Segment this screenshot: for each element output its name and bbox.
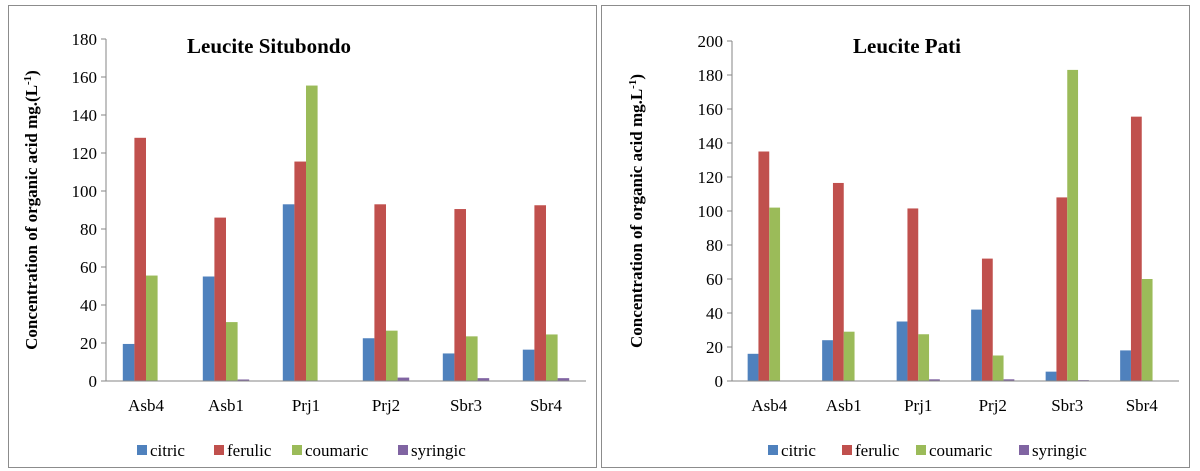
bar-ferulic-asb4	[134, 137, 146, 381]
legend-label-coumaric: coumaric	[929, 441, 993, 460]
bar-coumaric-sbr3	[1067, 69, 1079, 382]
legend-swatch-ferulic	[842, 445, 852, 455]
y-tick-label: 60	[80, 258, 97, 277]
y-tick-label: 80	[80, 220, 97, 239]
bar-citric-sbr4	[1120, 350, 1131, 381]
x-tick-label: Asb4	[128, 396, 164, 415]
chart-situbondo: 0 20 40 60 80 100 120 140 160 180 Asb4 Asb1 Prj1 Prj2…	[22, 30, 586, 460]
bar-coumaric-asb4	[146, 275, 158, 381]
y-tick-label: 120	[72, 144, 98, 163]
legend-swatch-ferulic	[214, 445, 224, 455]
bar-citric-prj2	[362, 338, 375, 381]
y-tick-label: 80	[706, 236, 723, 255]
bar-ferulic-sbr3	[1056, 197, 1068, 381]
y-axis-label: Concentration of organic acid mg.(L-1)	[22, 70, 41, 350]
bar-coumaric-sbr3	[466, 336, 478, 381]
y-axis-label: Concentration of organic acid mg.L-1)	[627, 74, 646, 348]
y-tick-label: 180	[72, 30, 98, 49]
legend-label-ferulic: ferulic	[855, 441, 900, 460]
y-tick-label: 40	[80, 296, 97, 315]
legend-swatch-coumaric	[916, 445, 926, 455]
x-tick-label: Asb1	[208, 396, 244, 415]
legend-swatch-citric	[137, 445, 147, 455]
bar-syringic-asb1	[237, 379, 250, 381]
bar-syringic-sbr3	[477, 378, 490, 381]
x-tick-label: Sbr4	[1126, 396, 1159, 415]
bar-syringic-prj1	[929, 379, 940, 381]
x-tick-label: Prj2	[979, 396, 1007, 415]
bar-coumaric-sbr4	[1141, 279, 1153, 381]
y-tick-label: 0	[715, 372, 724, 391]
chart-pati: 0 20 40 60 80 100 120 140 160 180 200 Asb4 Asb1 Prj1 P…	[627, 32, 1179, 460]
bar-citric-prj1	[282, 204, 295, 381]
bar-ferulic-prj1	[294, 161, 306, 381]
legend-swatch-syringic	[1019, 445, 1029, 455]
chart-title: Leucite Pati	[853, 34, 961, 58]
bar-coumaric-sbr4	[546, 334, 558, 381]
y-tick-label: 140	[698, 134, 724, 153]
bar-coumaric-prj1	[918, 334, 930, 381]
y-tick-label: 160	[698, 100, 724, 119]
x-tick-label: Prj2	[372, 396, 400, 415]
bar-citric-asb1	[202, 276, 215, 381]
bar-coumaric-prj2	[386, 330, 398, 381]
bar-citric-sbr3	[1045, 371, 1057, 381]
bar-coumaric-prj1	[306, 85, 318, 382]
x-tick-label: Prj1	[292, 396, 320, 415]
bar-ferulic-prj1	[907, 208, 919, 381]
bar-ferulic-prj2	[981, 258, 993, 381]
bar-coumaric-asb4	[769, 207, 781, 381]
bar-syringic-prj2	[397, 377, 410, 381]
legend-label-citric: citric	[150, 441, 185, 460]
chart-panel-situbondo: 0 20 40 60 80 100 120 140 160 180 Asb4 Asb1 Prj1 Prj2…	[8, 5, 597, 468]
legend-swatch-citric	[768, 445, 778, 455]
legend-label-coumaric: coumaric	[305, 441, 369, 460]
x-tick-label: Asb1	[826, 396, 862, 415]
bar-citric-sbr3	[442, 353, 455, 381]
legend-label-citric: citric	[781, 441, 816, 460]
bar-ferulic-sbr4	[1130, 116, 1142, 382]
bar-ferulic-asb1	[832, 182, 844, 381]
chart-title: Leucite Situbondo	[187, 34, 351, 58]
y-tick-label: 0	[89, 372, 98, 391]
legend-label-syringic: syringic	[411, 441, 466, 460]
y-tick-label: 40	[706, 304, 723, 323]
y-tick-label: 160	[72, 68, 98, 87]
bar-citric-asb4	[122, 343, 135, 381]
bar-ferulic-sbr3	[454, 209, 466, 381]
bar-coumaric-asb1	[226, 322, 238, 381]
y-tick-label: 140	[72, 106, 98, 125]
y-tick-label: 20	[80, 334, 97, 353]
bar-ferulic-asb4	[758, 151, 770, 381]
x-tick-label: Asb4	[751, 396, 787, 415]
x-tick-label: Sbr3	[450, 396, 482, 415]
bar-syringic-prj2	[1003, 379, 1015, 381]
x-tick-label: Prj1	[904, 396, 932, 415]
legend-label-ferulic: ferulic	[227, 441, 272, 460]
bar-citric-asb4	[747, 353, 759, 381]
y-tick-label: 200	[698, 32, 724, 51]
y-tick-label: 20	[706, 338, 723, 357]
bar-citric-asb1	[822, 340, 833, 381]
bar-citric-prj2	[971, 309, 982, 381]
y-tick-label: 100	[698, 202, 724, 221]
bar-coumaric-prj2	[992, 355, 1004, 381]
bar-coumaric-asb1	[843, 331, 855, 381]
bar-citric-prj1	[896, 321, 908, 381]
y-tick-label: 120	[698, 168, 724, 187]
y-tick-label: 100	[72, 182, 98, 201]
y-tick-label: 60	[706, 270, 723, 289]
legend-label-syringic: syringic	[1032, 441, 1087, 460]
legend-swatch-coumaric	[292, 445, 302, 455]
bar-ferulic-sbr4	[534, 205, 546, 381]
bar-syringic-sbr4	[557, 378, 570, 381]
x-tick-label: Sbr4	[530, 396, 563, 415]
bar-ferulic-prj2	[374, 204, 386, 381]
y-tick-label: 180	[698, 66, 724, 85]
bar-citric-sbr4	[522, 349, 535, 381]
chart-panel-pati: 0 20 40 60 80 100 120 140 160 180 200 Asb4 Asb1 Prj1 P…	[601, 5, 1190, 468]
bar-ferulic-asb1	[214, 217, 226, 381]
x-tick-label: Sbr3	[1051, 396, 1083, 415]
legend-swatch-syringic	[398, 445, 408, 455]
